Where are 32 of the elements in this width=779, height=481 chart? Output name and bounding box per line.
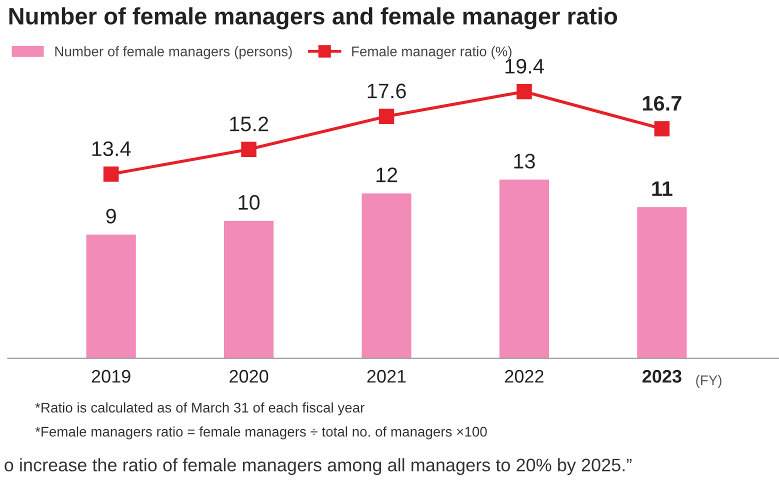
text: *Ratio is calculated as of March 31 of each fiscal year bbox=[35, 402, 364, 416]
data-label: 11 bbox=[652, 182, 672, 196]
point bbox=[516, 84, 532, 100]
data-label: 13.4 bbox=[92, 141, 131, 156]
bar bbox=[86, 234, 136, 358]
bar bbox=[362, 193, 412, 358]
x-tick-label: 2022 bbox=[505, 370, 544, 383]
data-label: 13 bbox=[514, 154, 535, 169]
text: *Female managers ratio = female managers ÷ total no. of managers ×100 bbox=[35, 426, 487, 440]
legend-label: Number of female managers (persons) bbox=[55, 46, 292, 60]
point bbox=[654, 121, 670, 136]
data-label: 16.7 bbox=[642, 96, 682, 111]
text: o increase the ratio of female managers among all managers to 20% by 2025.” bbox=[4, 458, 632, 475]
data-label: 17.6 bbox=[368, 84, 406, 98]
data-label: 9 bbox=[106, 208, 116, 224]
legend-label: Female manager ratio (%) bbox=[352, 46, 512, 60]
x-tick-label: 2021 bbox=[367, 370, 406, 383]
data-label: 15.2 bbox=[230, 116, 268, 132]
point bbox=[241, 142, 256, 157]
data-label: 10 bbox=[238, 195, 260, 210]
point bbox=[103, 166, 119, 182]
bar bbox=[499, 180, 550, 358]
bar bbox=[224, 220, 274, 358]
point bbox=[378, 108, 394, 124]
x-tick-label: 2020 bbox=[230, 370, 268, 383]
bar bbox=[637, 207, 687, 358]
data-label: 12 bbox=[376, 168, 398, 182]
x-axis-title: (FY) bbox=[696, 375, 722, 388]
x-tick-label: 2023 bbox=[642, 370, 682, 383]
data-label: 19.4 bbox=[506, 58, 544, 74]
x-tick-label: 2019 bbox=[92, 370, 130, 383]
chart-title: Number of female managers and female manager ratio bbox=[9, 7, 618, 30]
